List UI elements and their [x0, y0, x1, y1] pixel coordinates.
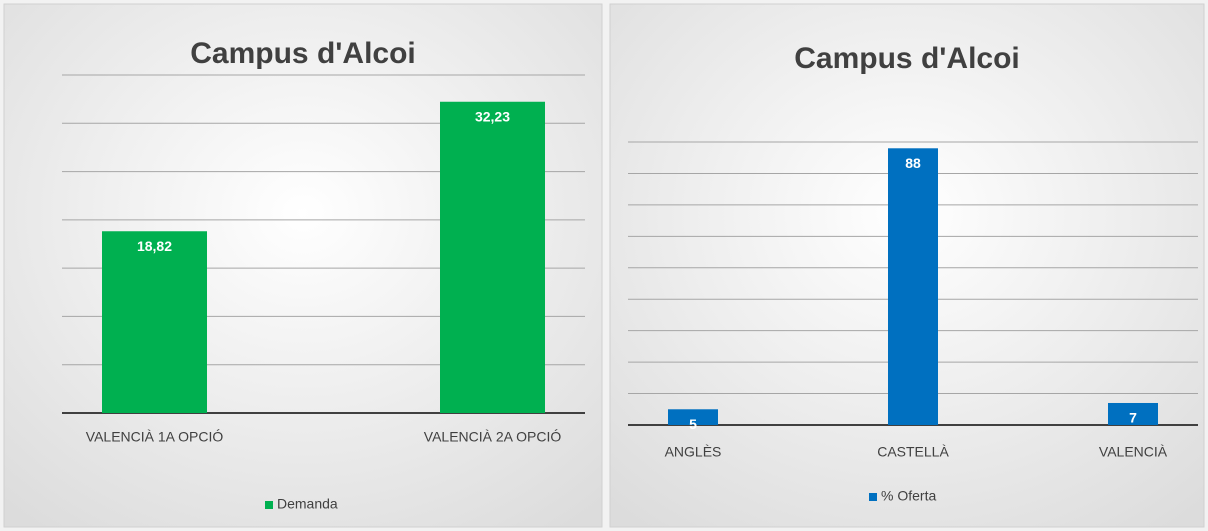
data-label: 32,23 [475, 108, 510, 124]
x-tick-label: CASTELLÀ [877, 444, 949, 460]
legend-label: % Oferta [881, 488, 936, 504]
x-tick-label: ANGLÈS [665, 444, 722, 460]
data-label: 5 [689, 416, 697, 432]
bar [668, 409, 718, 425]
x-tick-label: VALENCIÀ 1A OPCIÓ [86, 429, 224, 445]
data-label: 18,82 [137, 238, 172, 254]
x-tick-label: VALENCIÀ [1099, 444, 1168, 460]
bar [102, 231, 207, 413]
chart-title: Campus d'Alcoi [190, 37, 416, 70]
data-label: 88 [905, 155, 921, 171]
bar [888, 148, 938, 426]
bar [440, 101, 545, 414]
legend-swatch [265, 501, 273, 509]
x-tick-label: VALENCIÀ 2A OPCIÓ [424, 429, 562, 445]
legend-swatch [869, 493, 877, 501]
legend-label: Demanda [277, 496, 338, 512]
data-label: 7 [1129, 410, 1137, 426]
bar [1108, 402, 1158, 425]
chart-title: Campus d'Alcoi [794, 42, 1020, 75]
